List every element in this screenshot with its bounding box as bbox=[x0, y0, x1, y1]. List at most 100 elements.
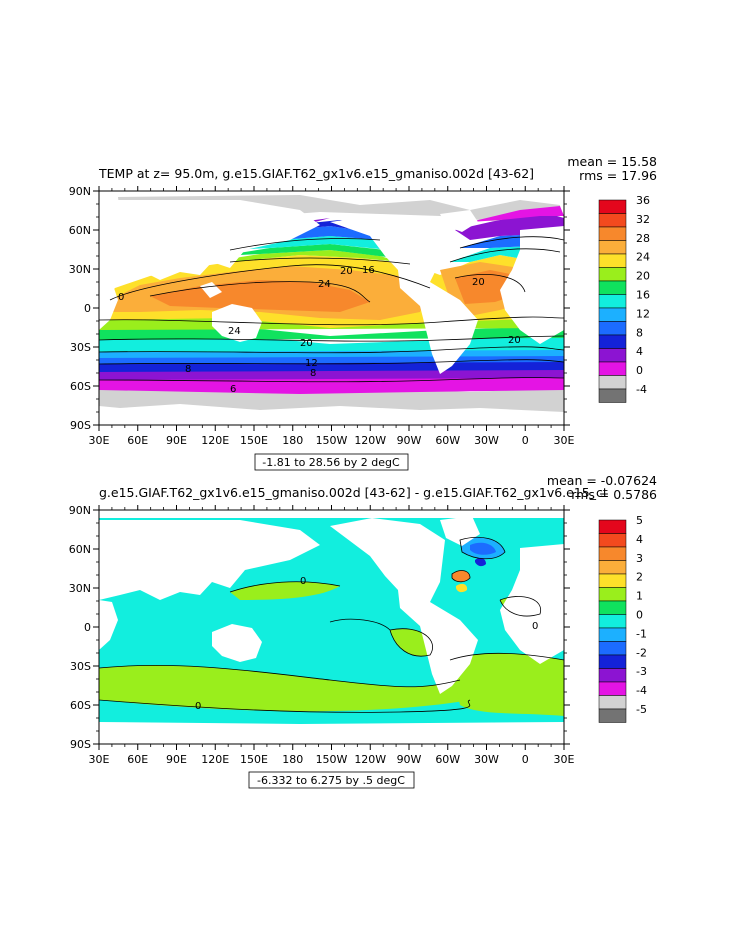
lower-hotspot-warm bbox=[452, 570, 470, 582]
x-tick-label: 30E bbox=[554, 753, 575, 766]
colorbar-label: 16 bbox=[636, 289, 650, 302]
upper-contour-line bbox=[99, 316, 564, 326]
colorbar-swatch bbox=[598, 361, 627, 376]
colorbar-swatch bbox=[598, 668, 627, 683]
colorbar-swatch bbox=[598, 627, 627, 642]
lower-patch bbox=[230, 581, 340, 600]
x-tick-label: 150E bbox=[240, 753, 268, 766]
colorbar-swatch bbox=[598, 280, 627, 295]
colorbar-label: 20 bbox=[636, 270, 650, 283]
contour-label: 20 bbox=[472, 277, 485, 288]
colorbar-swatch bbox=[598, 226, 627, 241]
panel-upper-rms: rms = 17.96 bbox=[579, 168, 657, 183]
y-tick-label: 30S bbox=[70, 660, 91, 673]
contour-label: 20 bbox=[300, 338, 313, 349]
lower-contour-line bbox=[459, 536, 506, 560]
panel-lower-mean: mean = -0.07624 bbox=[547, 473, 657, 488]
upper-arctic-magenta bbox=[470, 206, 564, 222]
colorbar-label: 12 bbox=[636, 307, 650, 320]
upper-land-eu-africa-east bbox=[500, 226, 564, 344]
contour-label: 8 bbox=[310, 368, 316, 379]
colorbar-label: -1 bbox=[636, 627, 647, 640]
upper-land-eurasia-africa bbox=[99, 200, 320, 280]
colorbar-label: -5 bbox=[636, 703, 647, 716]
colorbar-swatch bbox=[598, 307, 627, 322]
lower-contour-line bbox=[229, 581, 341, 593]
y-tick-label: 0 bbox=[84, 621, 91, 634]
colorbar-swatch bbox=[598, 294, 627, 309]
colorbar-swatch bbox=[598, 641, 627, 656]
x-tick-label: 120W bbox=[354, 753, 386, 766]
colorbar-swatch bbox=[598, 600, 627, 615]
x-tick-label: 150E bbox=[240, 434, 268, 447]
lower-contour-line bbox=[389, 628, 433, 657]
x-tick-label: 120E bbox=[201, 434, 229, 447]
y-tick-label: 30N bbox=[69, 582, 91, 595]
lower-contour-line bbox=[329, 618, 391, 631]
y-tick-label: 90N bbox=[69, 504, 91, 517]
x-tick-label: 150W bbox=[316, 434, 348, 447]
colorbar-label: 3 bbox=[636, 552, 643, 565]
lower-y-axis: 90N 60N 30N 0 30S 60S 90S bbox=[69, 504, 570, 751]
colorbar-label: 1 bbox=[636, 590, 643, 603]
upper-range-box bbox=[254, 453, 409, 471]
colorbar-swatch bbox=[598, 654, 627, 669]
contour-label: 24 bbox=[318, 279, 331, 290]
upper-npac-lime bbox=[210, 250, 400, 262]
x-tick-label: 120W bbox=[354, 434, 386, 447]
panel-upper: TEMP at z= 95.0m, g.e15.GIAF.T62_gx1v6.e… bbox=[69, 154, 657, 471]
lower-patch bbox=[99, 665, 470, 712]
x-tick-label: 90W bbox=[397, 753, 422, 766]
colorbar-swatch bbox=[598, 199, 627, 214]
x-tick-label: 120E bbox=[201, 753, 229, 766]
x-tick-label: 60E bbox=[127, 434, 148, 447]
upper-land-americas bbox=[330, 216, 478, 374]
panel-lower-title: g.e15.GIAF.T62_gx1v6.e15_gmaniso.002d [4… bbox=[99, 485, 608, 500]
y-tick-label: 60S bbox=[70, 380, 91, 393]
x-tick-label: 90E bbox=[166, 434, 187, 447]
upper-contour-line bbox=[109, 264, 431, 301]
colorbar-label: 8 bbox=[636, 326, 643, 339]
colorbar-label: -2 bbox=[636, 646, 647, 659]
colorbar-swatch bbox=[598, 213, 627, 228]
colorbar-swatch bbox=[598, 321, 627, 336]
contour-label: 0 bbox=[118, 292, 124, 303]
x-tick-label: 30E bbox=[89, 753, 110, 766]
y-tick-label: 60S bbox=[70, 699, 91, 712]
lower-hotspot-yellow bbox=[456, 583, 468, 593]
x-tick-label: 30E bbox=[89, 434, 110, 447]
upper-land-greenland bbox=[440, 210, 478, 232]
x-tick-label: 60W bbox=[435, 434, 460, 447]
upper-y-axis: 90N 60N 30N 0 30S 60S 90S bbox=[69, 185, 570, 432]
lower-land-arctic bbox=[99, 510, 564, 518]
x-tick-label: 150W bbox=[316, 753, 348, 766]
upper-contour-line bbox=[99, 335, 564, 342]
colorbar-swatch bbox=[598, 573, 627, 588]
contour-label: 24 bbox=[228, 326, 241, 337]
upper-ice-south bbox=[99, 388, 564, 412]
colorbar-swatch bbox=[598, 375, 627, 390]
x-tick-label: 30W bbox=[474, 434, 499, 447]
lower-contours bbox=[99, 536, 564, 713]
x-tick-label: 90E bbox=[166, 753, 187, 766]
upper-x-axis: 30E 60E 90E 120E 150E 180 150W 120W 90W 60W 30W 0 30… bbox=[89, 186, 575, 447]
x-tick-label: 0 bbox=[522, 434, 529, 447]
contour-label: 0 bbox=[300, 576, 306, 587]
upper-land-antarctica bbox=[99, 412, 564, 425]
colorbar-label: -4 bbox=[636, 684, 647, 697]
lower-range-label: -6.332 to 6.275 by .5 degC bbox=[257, 774, 405, 787]
lower-land-greenland bbox=[440, 516, 480, 546]
upper-range-label: -1.81 to 28.56 by 2 degC bbox=[262, 456, 400, 469]
lower-range-box bbox=[248, 771, 415, 789]
colorbar-label: 36 bbox=[636, 194, 650, 207]
x-tick-label: 180 bbox=[282, 753, 303, 766]
lower-land-antarctica bbox=[99, 722, 564, 744]
colorbar-swatch bbox=[598, 240, 627, 255]
colorbar-label: 24 bbox=[636, 251, 650, 264]
upper-contour-line bbox=[149, 281, 371, 303]
upper-npac-cyan bbox=[230, 236, 390, 250]
contour-label: 12 bbox=[305, 358, 318, 369]
lower-contour-labels: 0 0 0 bbox=[195, 576, 538, 712]
upper-land-maritime-sea bbox=[200, 282, 222, 298]
